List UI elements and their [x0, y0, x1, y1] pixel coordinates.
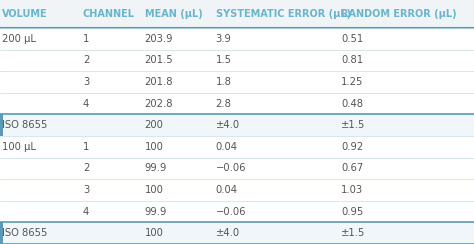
Text: ISO 8655: ISO 8655: [2, 120, 48, 130]
Bar: [0, 114, 3, 136]
Text: VOLUME: VOLUME: [2, 9, 48, 19]
Text: CHANNEL: CHANNEL: [83, 9, 135, 19]
Text: ±4.0: ±4.0: [216, 228, 240, 238]
Bar: [0, 223, 3, 244]
Text: 3.9: 3.9: [216, 34, 231, 44]
Bar: [0, 0, 474, 28]
Text: ±1.5: ±1.5: [341, 120, 365, 130]
Text: 2: 2: [83, 163, 89, 173]
Text: 1: 1: [83, 34, 89, 44]
Text: 1.5: 1.5: [216, 55, 232, 65]
Text: ISO 8655: ISO 8655: [2, 228, 48, 238]
Text: 0.67: 0.67: [341, 163, 364, 173]
Text: 0.92: 0.92: [341, 142, 364, 152]
Text: 100: 100: [145, 228, 164, 238]
Text: 3: 3: [83, 185, 89, 195]
Text: ±1.5: ±1.5: [341, 228, 365, 238]
Text: 4: 4: [83, 207, 89, 217]
Text: 1.8: 1.8: [216, 77, 231, 87]
Text: 3: 3: [83, 77, 89, 87]
Text: 100 μL: 100 μL: [2, 142, 36, 152]
Text: RANDOM ERROR (μL): RANDOM ERROR (μL): [341, 9, 457, 19]
Bar: [0, 223, 474, 244]
Text: SYSTEMATIC ERROR (μL): SYSTEMATIC ERROR (μL): [216, 9, 351, 19]
Text: 1: 1: [83, 142, 89, 152]
Text: 0.95: 0.95: [341, 207, 364, 217]
Text: 2: 2: [83, 55, 89, 65]
Text: MEAN (μL): MEAN (μL): [145, 9, 202, 19]
Text: 0.81: 0.81: [341, 55, 364, 65]
Text: 201.5: 201.5: [145, 55, 173, 65]
Text: 0.48: 0.48: [341, 99, 363, 109]
Text: 200 μL: 200 μL: [2, 34, 36, 44]
Text: 200: 200: [145, 120, 164, 130]
Text: 0.04: 0.04: [216, 142, 237, 152]
Text: 2.8: 2.8: [216, 99, 231, 109]
Text: 99.9: 99.9: [145, 207, 167, 217]
Text: 100: 100: [145, 142, 164, 152]
Text: 1.25: 1.25: [341, 77, 364, 87]
Text: ±4.0: ±4.0: [216, 120, 240, 130]
Text: −0.06: −0.06: [216, 207, 246, 217]
Text: 99.9: 99.9: [145, 163, 167, 173]
Text: 202.8: 202.8: [145, 99, 173, 109]
Text: 203.9: 203.9: [145, 34, 173, 44]
Text: 4: 4: [83, 99, 89, 109]
Text: 100: 100: [145, 185, 164, 195]
Bar: [0, 114, 474, 136]
Text: −0.06: −0.06: [216, 163, 246, 173]
Text: 0.51: 0.51: [341, 34, 364, 44]
Text: 0.04: 0.04: [216, 185, 237, 195]
Text: 1.03: 1.03: [341, 185, 364, 195]
Text: 201.8: 201.8: [145, 77, 173, 87]
